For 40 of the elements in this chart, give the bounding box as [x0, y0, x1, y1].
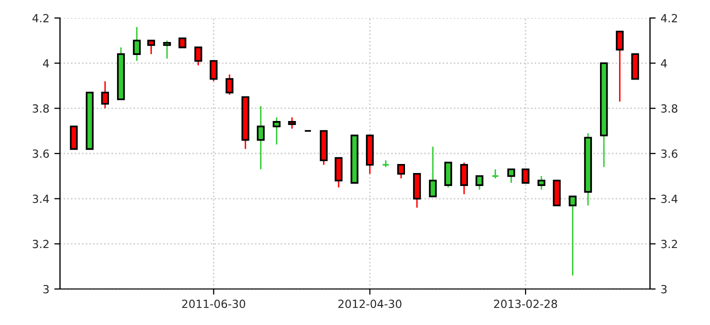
x-tick-label: 2013-02-28 [494, 300, 558, 308]
x-tick-label: 2011-06-30 [182, 300, 246, 308]
y-tick-label: 4.2 [32, 14, 48, 22]
candlestick [460, 162, 468, 195]
y-tick-label: 3.8 [32, 104, 49, 113]
y2-tick-label: 4 [660, 59, 667, 68]
y2-tick-label: 3.4 [661, 194, 678, 204]
y2-tick-label: 3.6 [661, 149, 678, 158]
candlestick [194, 46, 202, 66]
candlestick [538, 175, 546, 190]
candlestick [272, 116, 281, 146]
candlestick [178, 37, 186, 48]
y2-tick-label: 4.2 [660, 14, 677, 22]
y2-tick-label: 3.2 [661, 240, 677, 248]
y-tick-label: 3.6 [32, 149, 49, 158]
y2-tick-label: 3 [661, 284, 667, 294]
candlestick [210, 60, 218, 82]
candlestick [476, 175, 484, 190]
candlestick [132, 26, 141, 62]
candlestick [428, 146, 437, 198]
candlestick [147, 40, 156, 55]
candlestick [334, 157, 343, 188]
y-tick-label: 3.2 [32, 240, 48, 248]
candlestick [568, 196, 577, 276]
candlestick [507, 168, 516, 184]
candlestick [444, 162, 452, 188]
y2-tick-label: 3.8 [661, 104, 678, 113]
candlestick [163, 40, 171, 60]
candlestick [616, 30, 624, 102]
y-tick-label: 4 [43, 59, 49, 68]
candlestick [288, 116, 296, 130]
candlestick [522, 168, 530, 184]
candlestick [256, 105, 265, 170]
candlestick [101, 80, 109, 110]
candlestick [226, 74, 234, 96]
y-tick-label: 3.4 [32, 194, 49, 204]
candlestick [397, 164, 405, 180]
x-tick-label: 2012-04-30 [338, 300, 402, 308]
y-tick-label: 3 [43, 284, 49, 294]
candlestick [70, 126, 78, 150]
